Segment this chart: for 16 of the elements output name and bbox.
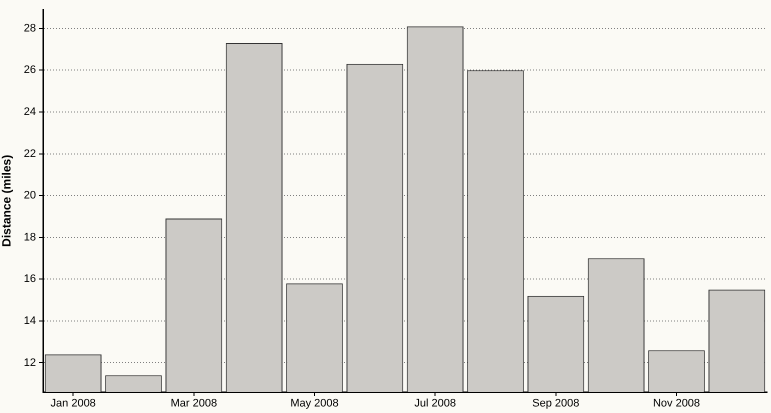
y-tick-label: 24 (24, 106, 36, 118)
y-tick-label: 14 (24, 314, 36, 327)
y-tick-label: 18 (24, 231, 36, 244)
x-tick-label: May 2008 (290, 398, 339, 410)
y-axis-title: Distance (miles) (0, 154, 14, 247)
x-tick-label: Nov 2008 (652, 398, 700, 410)
x-tick-label: Jan 2008 (50, 398, 96, 410)
x-tick-label: Mar 2008 (170, 398, 218, 410)
y-tick-label: 12 (24, 356, 36, 369)
y-tick-label: 26 (24, 64, 36, 76)
y-tick-label: 22 (24, 148, 36, 160)
x-tick-label: Sep 2008 (532, 398, 580, 410)
y-tick-label: 28 (24, 22, 36, 34)
y-tick-label: 16 (24, 273, 36, 286)
x-tick-label: Jul 2008 (414, 398, 456, 410)
y-tick-label: 20 (24, 190, 36, 202)
